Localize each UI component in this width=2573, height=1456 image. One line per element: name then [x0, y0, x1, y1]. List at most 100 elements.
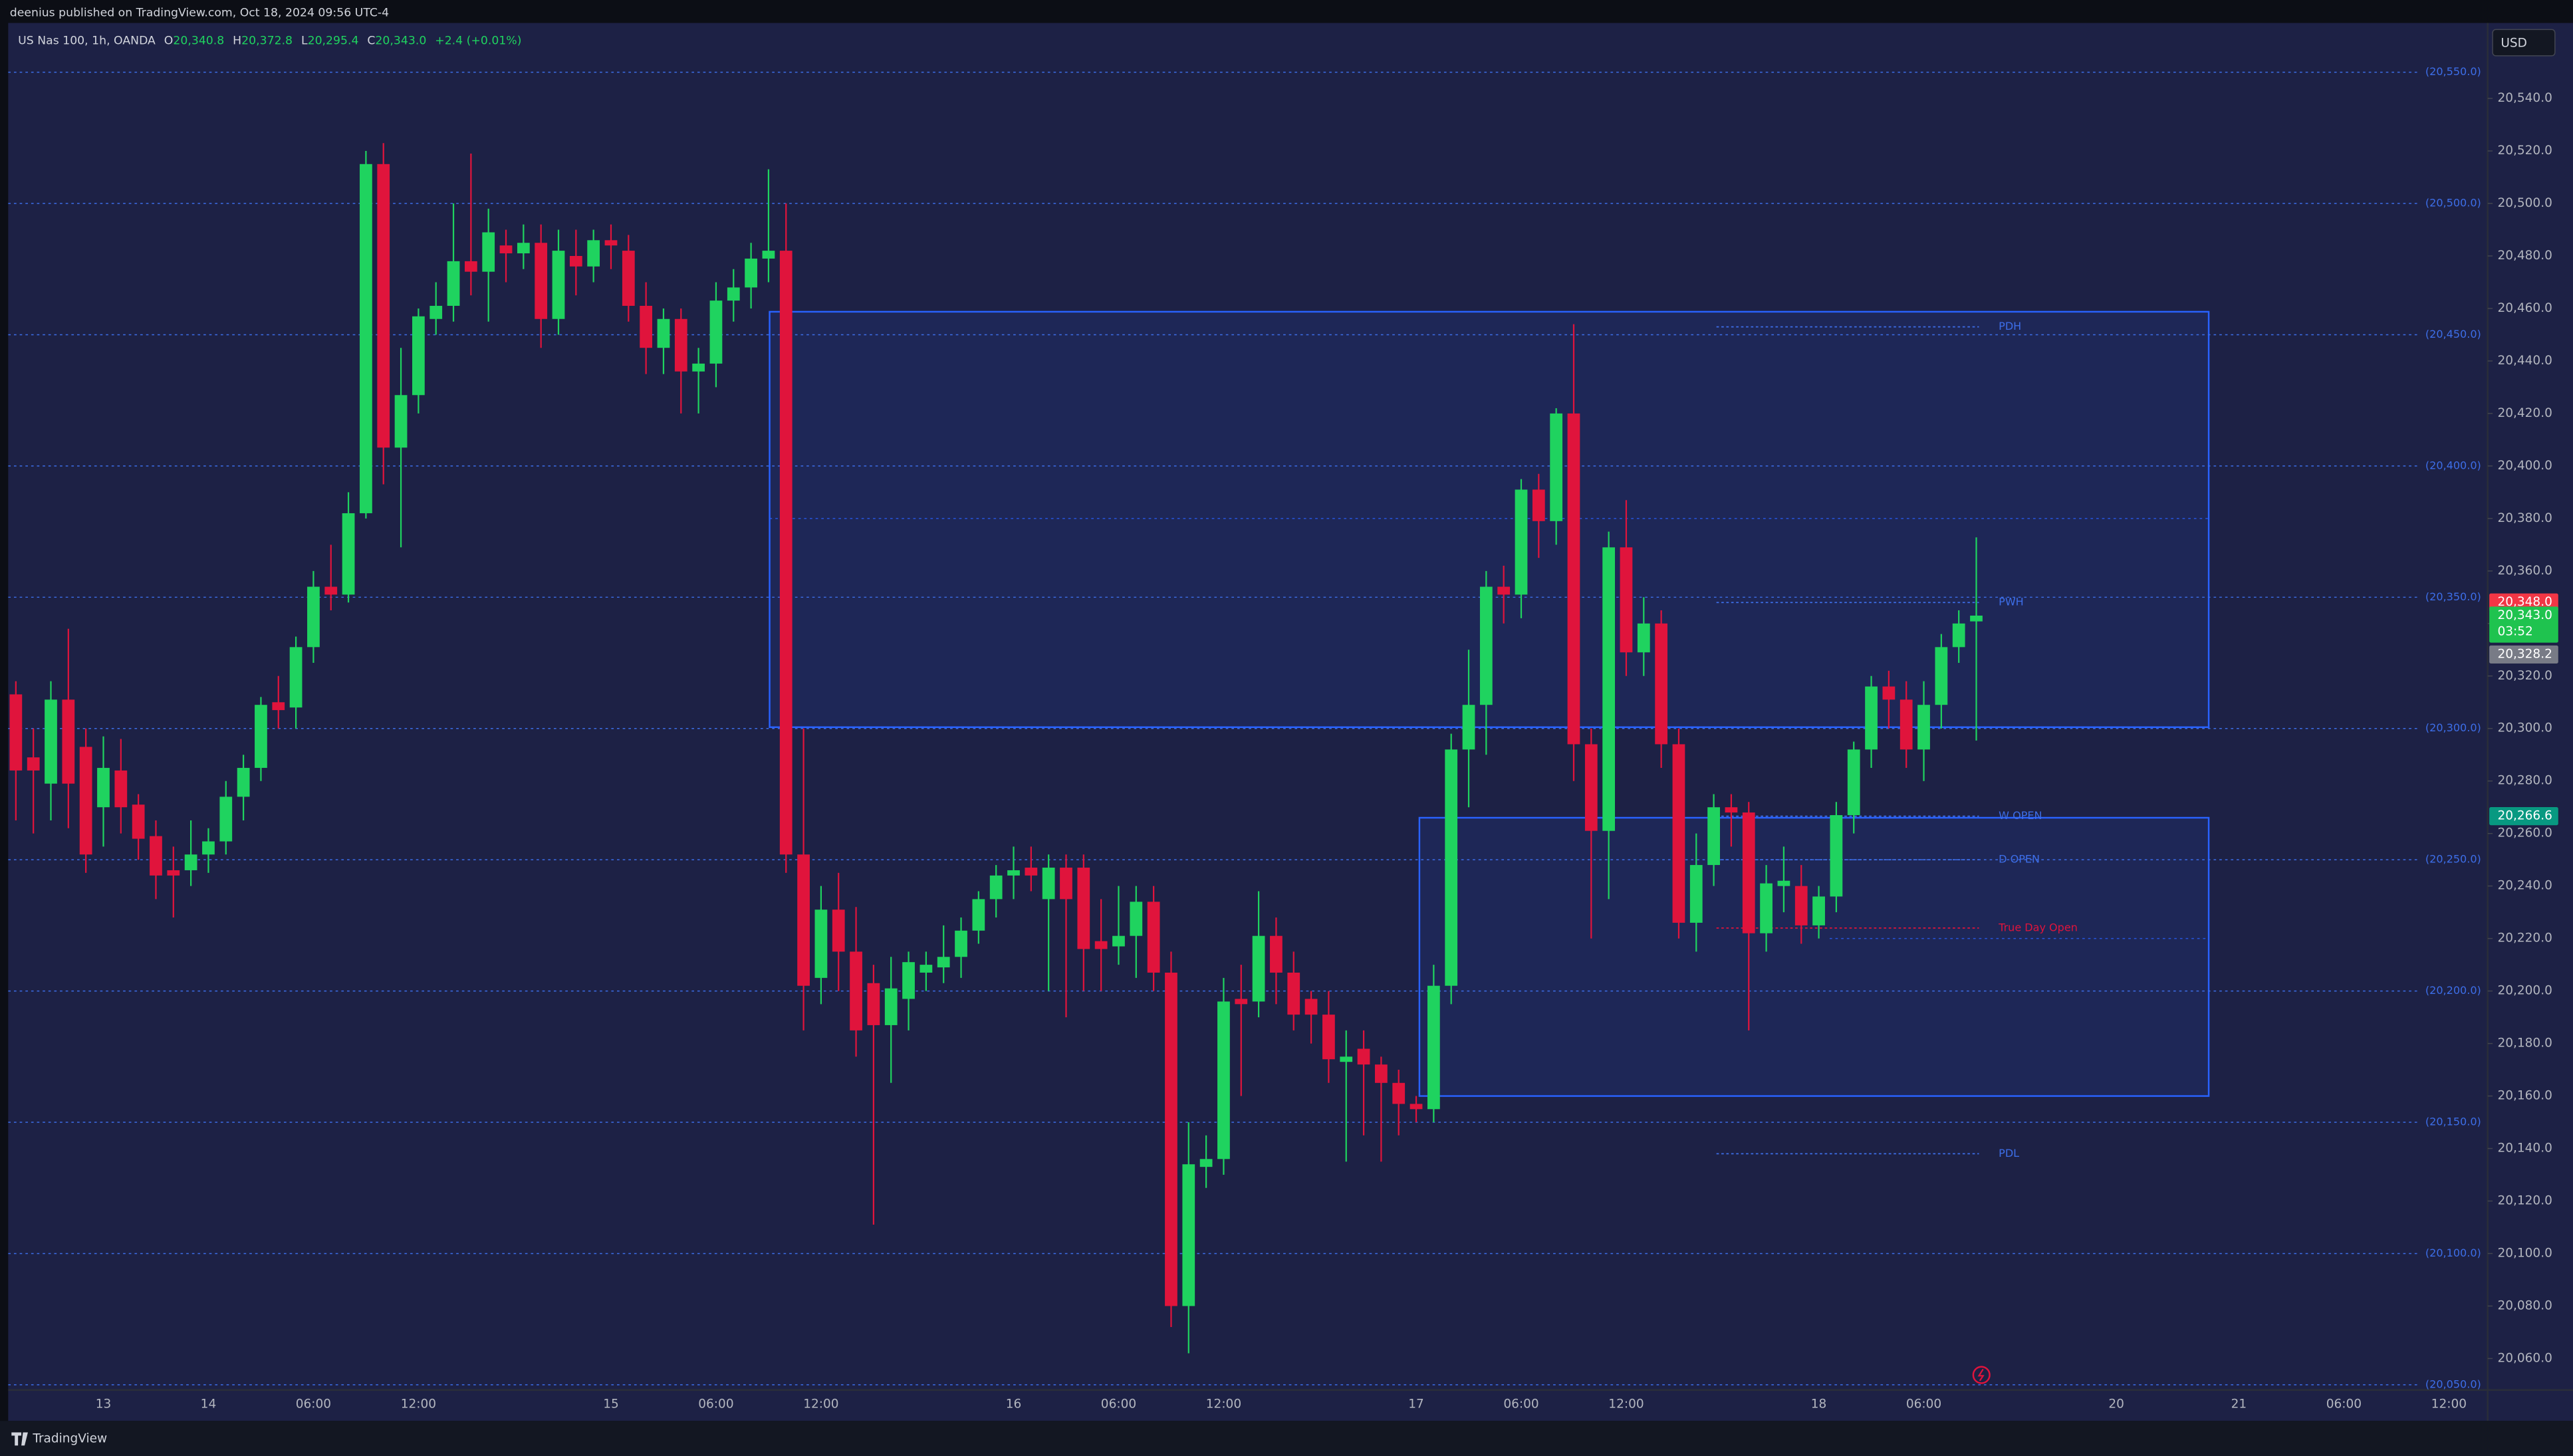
price-badge: [2489, 807, 2558, 826]
candle-body: [1777, 880, 1790, 886]
legend-value: 20,372.8: [241, 35, 293, 48]
candle-body: [62, 699, 75, 784]
y-tick-label: 20,140.0: [2497, 1142, 2552, 1155]
candle-body: [79, 747, 92, 855]
candle-body: [1270, 935, 1283, 973]
candle-body: [27, 757, 40, 771]
candles-layer: [9, 143, 1983, 1354]
legend-change: +2.4 (+0.01%): [435, 35, 521, 48]
candle-body: [1322, 1015, 1335, 1060]
candle-body: [429, 306, 443, 319]
candle-body: [1427, 985, 1440, 1110]
price-badge-label: 20,348.0: [2497, 595, 2552, 609]
x-tick-label: 06:00: [698, 1397, 733, 1411]
x-tick-label: 12:00: [2431, 1397, 2467, 1411]
legend-key: O: [164, 35, 174, 48]
y-tick-label: 20,420.0: [2497, 406, 2552, 420]
x-tick-label: 06:00: [1101, 1397, 1136, 1411]
y-tick-label: 20,060.0: [2497, 1351, 2552, 1365]
candle-body: [1409, 1104, 1423, 1110]
candle-body: [1899, 699, 1913, 750]
candle-body: [1882, 686, 1896, 700]
candle-body: [1497, 586, 1511, 595]
alert-icon-bolt: [1977, 1368, 1985, 1382]
level-label: (20,450.0): [2425, 328, 2481, 340]
y-tick-label: 20,460.0: [2497, 301, 2552, 315]
annotation-label: True Day Open: [1998, 921, 2078, 933]
candle-body: [1462, 705, 1475, 750]
y-tick-label: 20,400.0: [2497, 459, 2552, 473]
alert-icon[interactable]: [1972, 1366, 1991, 1384]
candle-body: [1094, 941, 1108, 949]
y-tick-label: 20,320.0: [2497, 669, 2552, 683]
candle-body: [832, 910, 845, 952]
candle-body: [587, 240, 600, 267]
candle-body: [255, 705, 267, 768]
level-label: (20,100.0): [2425, 1247, 2481, 1259]
candle-body: [1620, 547, 1633, 653]
candle-body: [447, 261, 460, 306]
candle-body: [692, 363, 705, 372]
y-tick-label: 20,080.0: [2497, 1298, 2552, 1312]
author-line: deenius published on TradingView.com, Oc…: [10, 7, 389, 20]
level-label: (20,200.0): [2425, 984, 2481, 997]
y-tick-label: 20,220.0: [2497, 931, 2552, 945]
level-label: (20,150.0): [2425, 1116, 2481, 1128]
candle-body: [1725, 807, 1738, 813]
candle-body: [1689, 865, 1703, 923]
candle-body: [1952, 623, 1965, 648]
annotation-label: W OPEN: [1999, 809, 2042, 822]
candle-body: [1235, 999, 1248, 1005]
brand-logo: [11, 1432, 28, 1446]
candle-body: [482, 232, 495, 272]
candle-body: [1375, 1064, 1388, 1083]
candle-body: [709, 301, 723, 364]
candle-body: [604, 240, 618, 246]
candle-body: [552, 251, 565, 319]
candle-body: [150, 836, 162, 876]
x-tick-label: 12:00: [401, 1397, 436, 1411]
candle-body: [1584, 744, 1598, 831]
candle-body: [1217, 1001, 1230, 1159]
y-tick-label: 20,360.0: [2497, 564, 2552, 578]
candle-body: [1830, 815, 1843, 897]
candle-body: [1340, 1056, 1353, 1062]
currency: USD: [2501, 36, 2527, 50]
y-tick-label: 20,300.0: [2497, 721, 2552, 735]
x-tick-label: 14: [201, 1397, 217, 1411]
annotation-label: PDL: [1999, 1147, 2019, 1159]
currency-box[interactable]: [2492, 29, 2556, 57]
candle-body: [97, 767, 110, 808]
legend-symbol: US Nas 100, 1h, OANDA: [18, 35, 156, 48]
candle-body: [1252, 935, 1265, 1002]
candle-body: [1637, 623, 1650, 653]
y-tick-label: 20,180.0: [2497, 1036, 2552, 1050]
y-tick-label: 20,540.0: [2497, 91, 2552, 105]
x-tick-label: 06:00: [296, 1397, 331, 1411]
candle-body: [1025, 868, 1038, 876]
candle-body: [167, 870, 180, 876]
candle-body: [762, 251, 775, 259]
candle-body: [1812, 896, 1825, 925]
y-tick-label: 20,200.0: [2497, 984, 2552, 998]
candle-body: [1865, 686, 1878, 750]
candle-body: [1479, 586, 1493, 705]
candle-body: [464, 261, 477, 272]
axes-layer: 20,060.0 20,080.0 20,100.0 20,120.0 20,140.0…: [96, 91, 2558, 1411]
y-tick-label: 20,240.0: [2497, 879, 2552, 893]
candle-body: [237, 767, 250, 797]
candle-body: [727, 287, 740, 301]
x-tick-label: 16: [1006, 1397, 1022, 1411]
candle-body: [307, 586, 320, 648]
price-badge-label: 20,328.2: [2497, 647, 2552, 661]
x-tick-label: 15: [603, 1397, 619, 1411]
candle-body: [412, 316, 425, 396]
candle-body: [972, 899, 985, 931]
x-tick-label: 18: [1811, 1397, 1827, 1411]
candle-body: [1567, 413, 1580, 745]
candle-body: [1445, 749, 1458, 986]
level-label: (20,350.0): [2425, 590, 2481, 603]
candle-body: [1007, 870, 1020, 876]
candle-body: [360, 164, 372, 513]
